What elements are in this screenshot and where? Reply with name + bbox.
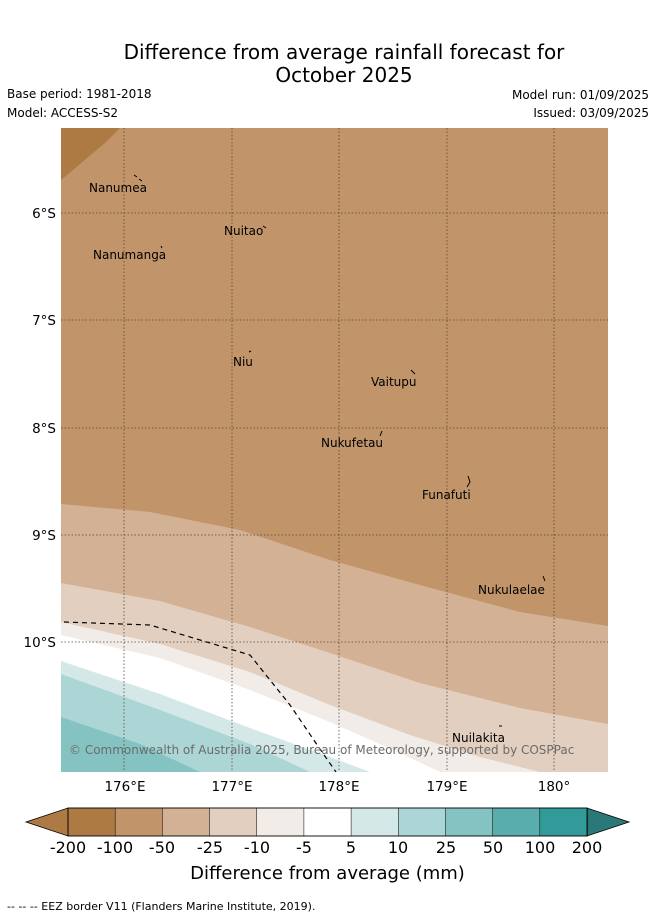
lat-tick-7s: 7°S [32, 313, 56, 329]
lon-tick-180: 180° [538, 779, 571, 795]
colorbar-swatch [209, 807, 258, 837]
island-label-niu: Niu [233, 355, 253, 369]
lon-tick-179: 179°E [426, 779, 467, 795]
longitude-labels: 176°E 177°E 178°E 179°E 180° [104, 779, 570, 795]
eez-footnote: -- -- -- EEZ border V11 (Flanders Marine… [7, 900, 316, 913]
island-label-nuitao: Nuitao [224, 224, 263, 238]
colorbar-tick-label: -10 [244, 838, 270, 857]
colorbar: -200 -100 -50 -25 -10 -5 5 10 25 50 100 … [24, 807, 631, 857]
lat-tick-6s: 6°S [32, 206, 56, 222]
island-shapes [133, 174, 546, 727]
colorbar-swatch [162, 807, 211, 837]
eez-border [63, 621, 337, 772]
colorbar-tick-label: 100 [525, 838, 556, 857]
fill-25-to-50 [61, 717, 200, 772]
colorbar-high-extend [586, 807, 631, 837]
lat-tick-10s: 10°S [24, 635, 57, 651]
colorbar-swatch [350, 807, 400, 837]
colorbar-swatch [114, 807, 164, 837]
colorbar-swatch [303, 807, 352, 837]
lon-tick-176: 176°E [104, 779, 145, 795]
contour-fills [61, 128, 608, 772]
colorbar-swatch [539, 807, 588, 837]
copyright-notice: © Commonwealth of Australia 2025, Bureau… [69, 743, 574, 757]
island-label-nanumea: Nanumea [89, 181, 147, 195]
island-label-nanumanga: Nanumanga [93, 248, 166, 262]
rainfall-map: Nanumea Nuitao Nanumanga Niu Vaitupu Nuk… [24, 128, 631, 857]
island-label-vaitupu: Vaitupu [371, 375, 417, 389]
lat-tick-9s: 9°S [32, 528, 56, 544]
issued-date: Issued: 03/09/2025 [533, 106, 649, 120]
colorbar-swatch [67, 807, 116, 837]
island-label-nukufetau: Nukufetau [321, 436, 383, 450]
base-period: Base period: 1981-2018 [7, 87, 152, 101]
island-label-nuilakita: Nuilakita [452, 731, 505, 745]
colorbar-title: Difference from average (mm) [190, 863, 465, 884]
colorbar-swatch [256, 807, 305, 837]
fill-minus-200-to-100 [61, 128, 120, 180]
colorbar-swatch [445, 807, 494, 837]
title-line-1: Difference from average rainfall forecas… [123, 40, 565, 64]
colorbar-tick-label: 5 [346, 838, 356, 857]
lon-tick-177: 177°E [211, 779, 252, 795]
colorbar-tick-label: 25 [436, 838, 456, 857]
lon-tick-178: 178°E [318, 779, 359, 795]
latitude-labels: 6°S 7°S 8°S 9°S 10°S [24, 206, 57, 651]
title-line-2: October 2025 [275, 63, 413, 87]
colorbar-tick-label: 50 [483, 838, 503, 857]
colorbar-tick-label: 200 [572, 838, 603, 857]
island-label-funafuti: Funafuti [422, 488, 471, 502]
colorbar-tick-label: -50 [149, 838, 175, 857]
colorbar-tick-label: -5 [296, 838, 312, 857]
colorbar-swatch [492, 807, 541, 837]
island-label-nukulaelae: Nukulaelae [478, 583, 545, 597]
colorbar-swatch [398, 807, 447, 837]
map-title: Difference from average rainfall forecas… [0, 41, 655, 87]
colorbar-tick-label: -200 [50, 838, 86, 857]
model-name: Model: ACCESS-S2 [7, 106, 119, 120]
colorbar-low-extend [24, 807, 69, 837]
colorbar-tick-label: -25 [197, 838, 223, 857]
model-run: Model run: 01/09/2025 [511, 88, 649, 102]
lat-tick-8s: 8°S [32, 421, 56, 437]
graticule [61, 128, 608, 772]
colorbar-tick-label: -100 [97, 838, 133, 857]
colorbar-tick-label: 10 [388, 838, 408, 857]
